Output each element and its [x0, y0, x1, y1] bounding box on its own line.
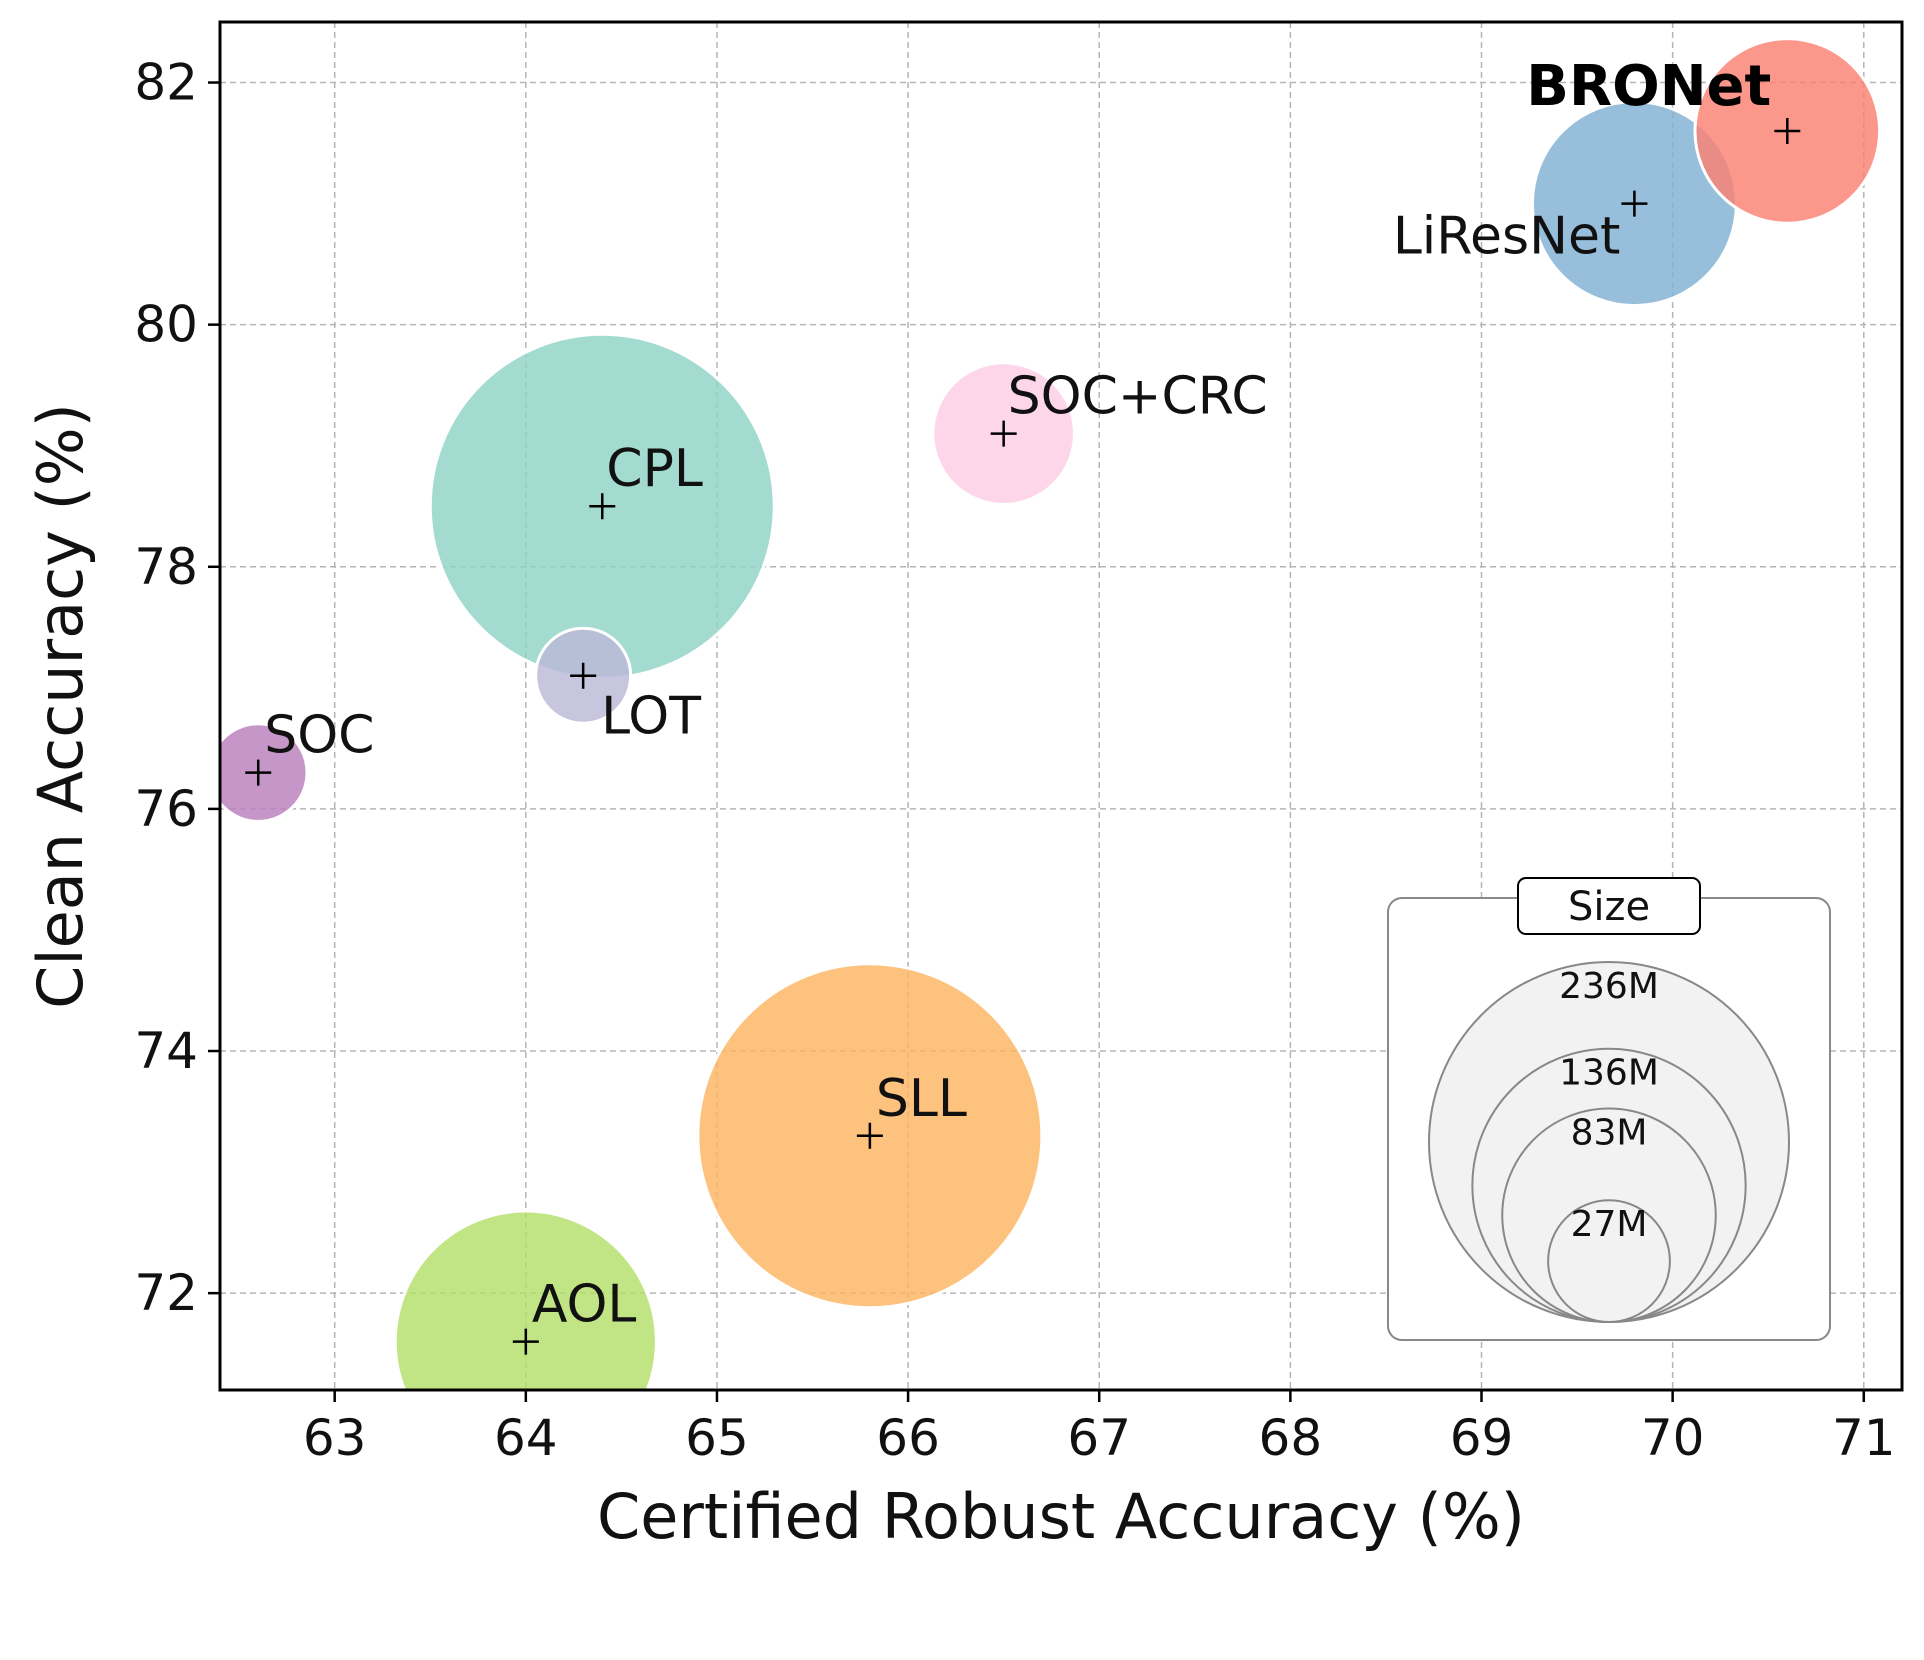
x-tick-label: 67	[1067, 1409, 1131, 1467]
marker-cpl	[589, 493, 616, 520]
y-tick-label: 80	[134, 296, 198, 354]
label-aol: AOL	[532, 1275, 637, 1335]
legend-circles: 236M 136M 83M 27M	[1428, 961, 1790, 1324]
legend-label-236m: 236M	[1559, 966, 1659, 1007]
marker-aol	[512, 1328, 539, 1355]
label-liresnet: LiResNet	[1393, 207, 1621, 267]
x-tick-label: 65	[685, 1409, 749, 1467]
label-soc: SOC	[264, 706, 374, 766]
marker-lot	[570, 662, 597, 689]
label-bronet: BRONet	[1526, 54, 1771, 119]
legend-title: Size	[1568, 884, 1650, 930]
x-axis-label: Certified Robust Accuracy (%)	[597, 1480, 1525, 1553]
marker-bronet	[1774, 117, 1801, 144]
y-tick-label: 74	[134, 1022, 198, 1080]
legend-label-136m: 136M	[1559, 1053, 1659, 1094]
point-markers	[245, 117, 1801, 1355]
x-tick-label: 63	[303, 1409, 367, 1467]
y-tick-label: 76	[134, 780, 198, 838]
marker-liresnet	[1621, 190, 1648, 217]
bubbles	[220, 37, 1882, 1390]
label-soc-crc: SOC+CRC	[1008, 367, 1268, 427]
marker-soc-crc	[990, 420, 1017, 447]
legend-title-box	[1517, 877, 1701, 935]
x-tick-label: 71	[1832, 1409, 1896, 1467]
plot-frame	[218, 20, 1904, 1392]
label-cpl: CPL	[606, 439, 703, 499]
x-tick-label: 66	[876, 1409, 940, 1467]
y-axis-label: Clean Accuracy (%)	[24, 403, 97, 1009]
legend-circle-27m	[1547, 1199, 1671, 1324]
legend-label-27m: 27M	[1571, 1204, 1648, 1245]
x-tick-label: 68	[1259, 1409, 1323, 1467]
y-tick-label: 72	[134, 1264, 198, 1322]
marker-sll	[856, 1122, 883, 1149]
x-tick-label: 69	[1450, 1409, 1514, 1467]
point-labels: CPL SOC+CRC LOT SOC SLL AOL LiResNet BRONet	[264, 54, 1771, 1335]
size-legend: 236M 136M 83M 27M Size	[1387, 877, 1831, 1341]
label-lot: LOT	[601, 687, 701, 747]
legend-label-83m: 83M	[1571, 1113, 1648, 1154]
y-tick-label: 82	[134, 54, 198, 112]
x-tick-label: 70	[1641, 1409, 1705, 1467]
bubble-aol	[393, 1209, 658, 1390]
axis-ticks: 63 64 65 66 67 68 69 70 71 72 74 76 78 80 82	[134, 54, 1895, 1467]
x-tick-label: 64	[494, 1409, 558, 1467]
label-sll: SLL	[876, 1069, 967, 1129]
marker-soc	[245, 759, 272, 786]
y-tick-label: 78	[134, 538, 198, 596]
